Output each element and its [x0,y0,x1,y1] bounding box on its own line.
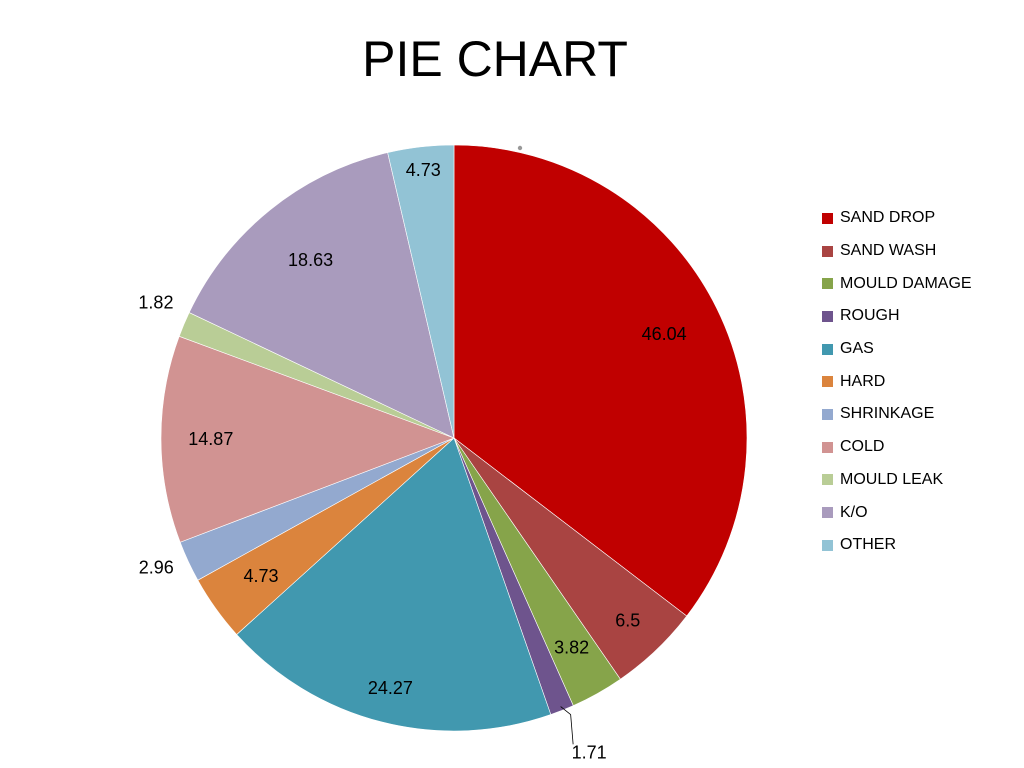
legend-item-cold: COLD [822,431,972,464]
legend-item-shrinkage: SHRINKAGE [822,398,972,431]
pie-slice-cold [160,335,455,543]
data-label-shrinkage: 2.96 [139,558,174,578]
legend-label: COLD [840,438,885,456]
data-label-gas: 24.27 [368,678,413,698]
pie-slice-sand-drop [453,144,748,617]
pie-slices [160,144,748,732]
legend-item-sand-wash: SAND WASH [822,235,972,268]
legend-label: GAS [840,340,874,358]
legend-swatch [822,278,833,290]
legend: SAND DROP SAND WASH MOULD DAMAGE ROUGH GAS HA… [822,202,972,562]
legend-label: SAND DROP [840,209,936,227]
legend-swatch [822,441,833,453]
legend-item-mould-damage: MOULD DAMAGE [822,267,972,300]
legend-swatch [822,539,833,551]
data-label-sand-wash: 6.5 [615,611,640,631]
legend-swatch [822,474,833,486]
chart-title: PIE CHART [362,31,628,87]
legend-item-gas: GAS [822,333,972,366]
legend-item-mould-leak: MOULD LEAK [822,464,972,497]
data-label-other: 4.73 [406,160,441,180]
leader-lines [560,706,574,745]
data-label-mould-damage: 3.82 [554,638,589,658]
leader-line-rough [560,706,574,745]
legend-label: SAND WASH [840,242,937,260]
legend-label: OTHER [840,536,896,554]
marker-dot [517,145,523,151]
legend-label: HARD [840,372,886,390]
legend-swatch [822,343,833,355]
legend-label: SHRINKAGE [840,405,935,423]
legend-label: MOULD LEAK [840,470,944,488]
legend-label: ROUGH [840,307,900,325]
pie-slice-k-o [188,152,455,439]
data-labels: 46.04 6.5 3.82 1.71 24.27 4.73 2.96 14.87 1.82 18… [138,160,686,762]
pie-slice-gas [236,437,552,732]
data-label-sand-drop: 46.04 [642,324,687,344]
legend-swatch [822,507,833,519]
data-label-cold: 14.87 [188,429,233,449]
legend-swatch [822,245,833,257]
data-label-hard: 4.73 [243,566,278,586]
legend-label: K/O [840,503,868,521]
legend-item-hard: HARD [822,365,972,398]
data-label-mould-leak: 1.82 [138,292,173,312]
legend-swatch [822,212,833,224]
legend-item-other: OTHER [822,529,972,562]
legend-swatch [822,408,833,420]
data-label-k-o: 18.63 [288,250,333,270]
legend-swatch [822,310,833,322]
legend-label: MOULD DAMAGE [840,274,972,292]
legend-item-k-o: K/O [822,496,972,529]
pie-slice-other [387,144,455,439]
legend-item-rough: ROUGH [822,300,972,333]
legend-item-sand-drop: SAND DROP [822,202,972,235]
data-label-rough: 1.71 [572,742,607,762]
legend-swatch [822,376,833,388]
